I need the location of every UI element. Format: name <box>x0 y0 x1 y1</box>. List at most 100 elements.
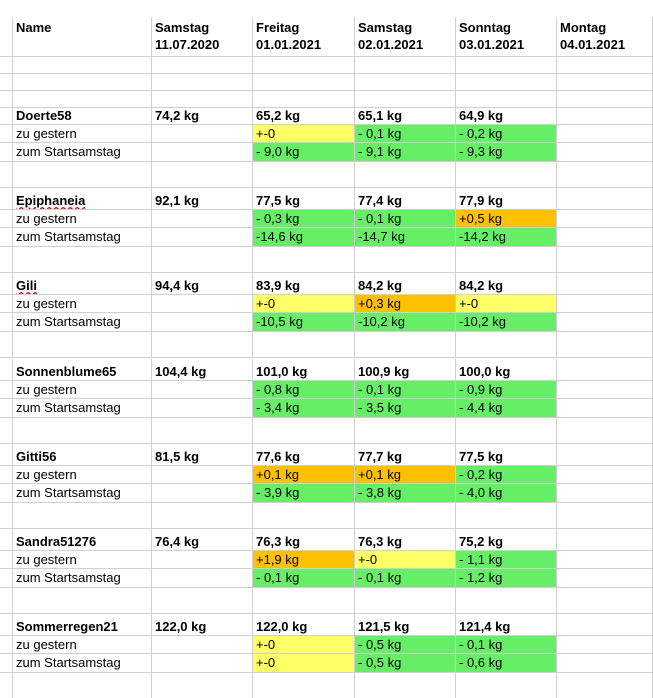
start-diff-label-cell[interactable]: zum Startsamstag <box>13 654 152 673</box>
empty-cell[interactable] <box>456 673 557 698</box>
start-weight-cell[interactable]: 74,2 kg <box>152 103 253 125</box>
weight-cell[interactable]: 84,2 kg <box>456 273 557 295</box>
yesterday-label-cell[interactable]: zu gestern <box>13 210 152 228</box>
empty-cell[interactable] <box>253 57 355 74</box>
start-diff-label-cell[interactable]: zum Startsamstag <box>13 228 152 247</box>
empty-cell[interactable] <box>557 636 653 654</box>
empty-cell[interactable] <box>152 332 253 358</box>
diff-start-cell[interactable]: - 0,5 kg <box>355 654 456 673</box>
diff-start-cell[interactable]: - 4,0 kg <box>456 484 557 503</box>
empty-cell[interactable] <box>253 74 355 91</box>
empty-cell[interactable] <box>152 91 253 108</box>
weight-cell[interactable]: 101,0 kg <box>253 359 355 381</box>
diff-start-cell[interactable]: - 3,4 kg <box>253 399 355 418</box>
diff-yesterday-cell[interactable]: +0,1 kg <box>355 466 456 484</box>
yesterday-label-cell[interactable]: zu gestern <box>13 551 152 569</box>
empty-cell[interactable] <box>253 503 355 529</box>
empty-cell[interactable] <box>557 588 653 614</box>
yesterday-label-cell[interactable]: zu gestern <box>13 636 152 654</box>
empty-cell[interactable] <box>355 673 456 698</box>
diff-start-cell[interactable]: -10,2 kg <box>456 313 557 332</box>
empty-cell[interactable] <box>456 74 557 91</box>
diff-yesterday-cell[interactable]: +1,9 kg <box>253 551 355 569</box>
diff-yesterday-cell[interactable]: - 0,1 kg <box>456 636 557 654</box>
diff-yesterday-cell[interactable]: +-0 <box>253 295 355 313</box>
diff-yesterday-cell[interactable]: +-0 <box>355 551 456 569</box>
weight-cell[interactable]: 65,2 kg <box>253 103 355 125</box>
diff-start-cell[interactable]: - 4,4 kg <box>456 399 557 418</box>
empty-cell[interactable] <box>152 466 253 484</box>
empty-cell[interactable] <box>557 143 653 162</box>
diff-yesterday-cell[interactable]: - 0,5 kg <box>355 636 456 654</box>
diff-yesterday-cell[interactable]: +0,5 kg <box>456 210 557 228</box>
empty-cell[interactable] <box>456 418 557 444</box>
empty-cell[interactable] <box>557 162 653 188</box>
start-diff-label-cell[interactable]: zum Startsamstag <box>13 569 152 588</box>
empty-cell[interactable] <box>557 228 653 247</box>
empty-cell[interactable] <box>152 295 253 313</box>
weight-cell[interactable]: 121,5 kg <box>355 614 456 636</box>
empty-cell[interactable] <box>557 295 653 313</box>
empty-cell[interactable] <box>152 57 253 74</box>
diff-start-cell[interactable]: -14,2 kg <box>456 228 557 247</box>
empty-cell[interactable] <box>152 484 253 503</box>
empty-cell[interactable] <box>557 484 653 503</box>
person-name-cell[interactable]: Sonnenblume65 <box>13 359 152 381</box>
header-name-cell[interactable]: Name <box>13 17 152 57</box>
empty-cell[interactable] <box>152 588 253 614</box>
diff-yesterday-cell[interactable]: - 0,9 kg <box>456 381 557 399</box>
weight-cell[interactable]: 77,5 kg <box>456 444 557 466</box>
diff-start-cell[interactable]: - 0,6 kg <box>456 654 557 673</box>
empty-cell[interactable] <box>152 399 253 418</box>
empty-cell[interactable] <box>456 162 557 188</box>
person-name-cell[interactable]: Sandra51276 <box>13 529 152 551</box>
diff-start-cell[interactable]: - 3,9 kg <box>253 484 355 503</box>
diff-yesterday-cell[interactable]: +0,1 kg <box>253 466 355 484</box>
empty-cell[interactable] <box>557 188 653 210</box>
empty-cell[interactable] <box>13 74 152 91</box>
diff-start-cell[interactable]: - 9,3 kg <box>456 143 557 162</box>
diff-start-cell[interactable]: -10,5 kg <box>253 313 355 332</box>
diff-yesterday-cell[interactable]: - 0,1 kg <box>355 125 456 143</box>
diff-start-cell[interactable]: -10,2 kg <box>355 313 456 332</box>
weight-cell[interactable]: 76,3 kg <box>253 529 355 551</box>
empty-cell[interactable] <box>557 103 653 125</box>
yesterday-label-cell[interactable]: zu gestern <box>13 295 152 313</box>
weight-cell[interactable]: 77,4 kg <box>355 188 456 210</box>
empty-cell[interactable] <box>152 125 253 143</box>
empty-cell[interactable] <box>456 247 557 273</box>
empty-cell[interactable] <box>253 91 355 108</box>
empty-cell[interactable] <box>557 466 653 484</box>
empty-cell[interactable] <box>13 162 152 188</box>
empty-cell[interactable] <box>13 503 152 529</box>
diff-yesterday-cell[interactable]: - 0,1 kg <box>355 210 456 228</box>
start-weight-cell[interactable]: 76,4 kg <box>152 529 253 551</box>
diff-start-cell[interactable]: - 0,1 kg <box>253 569 355 588</box>
empty-cell[interactable] <box>557 273 653 295</box>
start-weight-cell[interactable]: 104,4 kg <box>152 359 253 381</box>
diff-yesterday-cell[interactable]: +0,3 kg <box>355 295 456 313</box>
empty-cell[interactable] <box>557 418 653 444</box>
diff-yesterday-cell[interactable]: +-0 <box>253 636 355 654</box>
start-weight-cell[interactable]: 94,4 kg <box>152 273 253 295</box>
diff-yesterday-cell[interactable]: - 0,8 kg <box>253 381 355 399</box>
empty-cell[interactable] <box>456 503 557 529</box>
start-diff-label-cell[interactable]: zum Startsamstag <box>13 484 152 503</box>
empty-cell[interactable] <box>456 588 557 614</box>
diff-start-cell[interactable]: - 3,5 kg <box>355 399 456 418</box>
empty-cell[interactable] <box>355 57 456 74</box>
weight-cell[interactable]: 65,1 kg <box>355 103 456 125</box>
empty-cell[interactable] <box>152 381 253 399</box>
yesterday-label-cell[interactable]: zu gestern <box>13 125 152 143</box>
empty-cell[interactable] <box>13 673 152 698</box>
start-diff-label-cell[interactable]: zum Startsamstag <box>13 143 152 162</box>
empty-cell[interactable] <box>355 503 456 529</box>
weight-cell[interactable]: 77,6 kg <box>253 444 355 466</box>
empty-cell[interactable] <box>557 210 653 228</box>
weight-cell[interactable]: 64,9 kg <box>456 103 557 125</box>
weight-cell[interactable]: 76,3 kg <box>355 529 456 551</box>
empty-cell[interactable] <box>557 313 653 332</box>
empty-cell[interactable] <box>557 614 653 636</box>
empty-cell[interactable] <box>355 588 456 614</box>
empty-cell[interactable] <box>557 569 653 588</box>
